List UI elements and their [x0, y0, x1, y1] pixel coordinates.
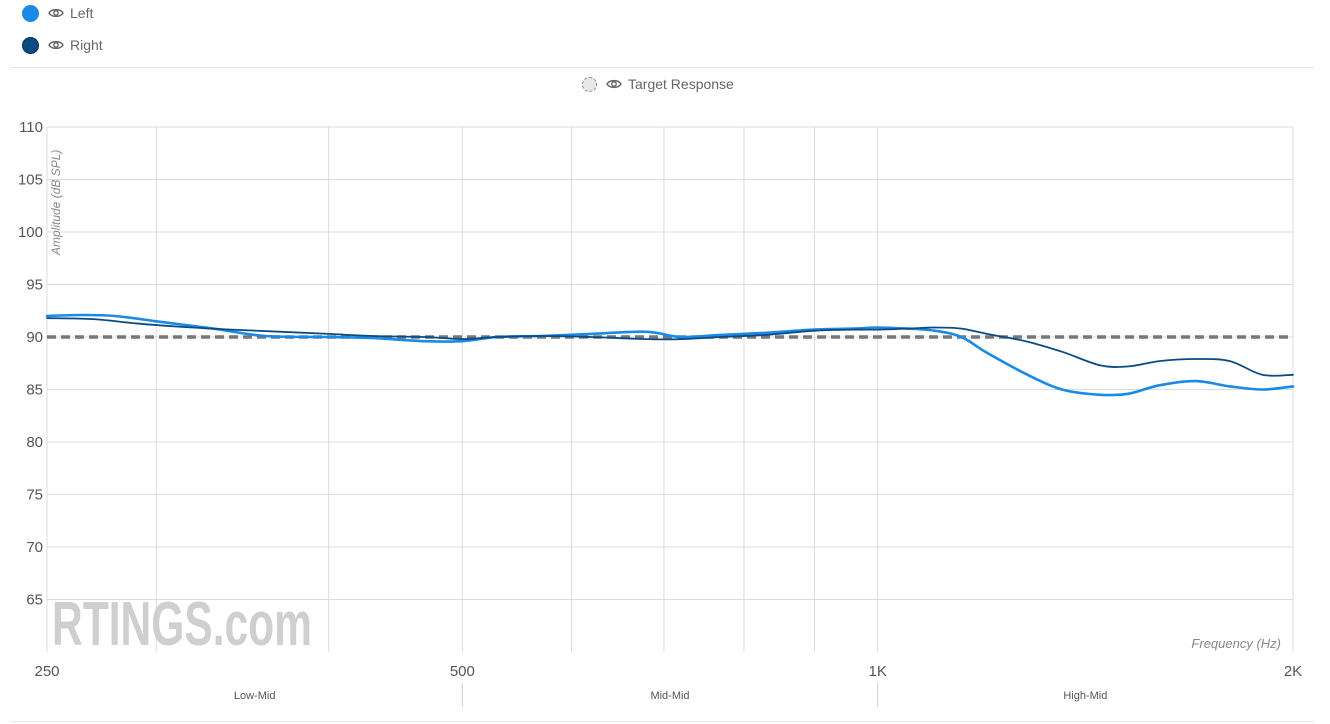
x-tick-label: 250	[34, 663, 59, 680]
x-tick-label: 1K	[868, 663, 886, 680]
y-tick-label: 70	[26, 539, 43, 556]
watermark-logo: RTINGS.com	[52, 590, 312, 659]
band-label: Low-Mid	[234, 690, 276, 702]
y-axis: 65 70 75 80 85 90 95 100 105 110	[18, 119, 43, 609]
eye-icon[interactable]	[48, 39, 64, 51]
bottom-divider	[10, 721, 1314, 722]
legend-label-right: Right	[70, 37, 103, 53]
legend-item-left[interactable]: Left	[22, 3, 93, 23]
legend-label-left: Left	[70, 5, 94, 21]
legend-divider	[10, 67, 1314, 68]
eye-icon[interactable]	[606, 78, 622, 90]
band-label: High-Mid	[1063, 690, 1107, 702]
series-line-left	[45, 313, 1295, 397]
y-tick-label: 105	[18, 172, 43, 189]
frequency-bands: Low-Mid Mid-Mid High-Mid	[234, 683, 1107, 707]
y-tick-label: 110	[19, 119, 43, 136]
x-tick-label: 500	[450, 663, 475, 680]
y-tick-label: 85	[26, 382, 43, 399]
series-line-right	[46, 317, 1294, 377]
series-layer	[45, 313, 1295, 397]
y-tick-label: 100	[18, 224, 43, 241]
legend: Left Right	[0, 0, 1330, 68]
legend-item-target[interactable]: Target Response	[582, 74, 734, 94]
band-label: Mid-Mid	[650, 690, 689, 702]
legend-item-right[interactable]: Right	[22, 35, 103, 55]
x-axis: 250 500 1K 2K	[34, 663, 1302, 680]
legend-label-target: Target Response	[628, 76, 734, 92]
y-tick-label: 95	[26, 277, 43, 294]
x-tick-label: 2K	[1284, 663, 1302, 680]
x-axis-label: Frequency (Hz)	[1191, 636, 1281, 651]
right-color-swatch[interactable]	[22, 36, 39, 54]
y-tick-label: 65	[26, 592, 43, 609]
target-swatch[interactable]	[582, 76, 597, 92]
y-tick-label: 90	[26, 329, 43, 346]
eye-icon[interactable]	[48, 7, 64, 19]
y-axis-label: Amplitude (dB SPL)	[49, 150, 63, 256]
y-tick-label: 75	[26, 487, 43, 504]
grid	[46, 126, 1294, 652]
left-color-swatch[interactable]	[22, 4, 39, 22]
y-tick-label: 80	[26, 434, 43, 451]
